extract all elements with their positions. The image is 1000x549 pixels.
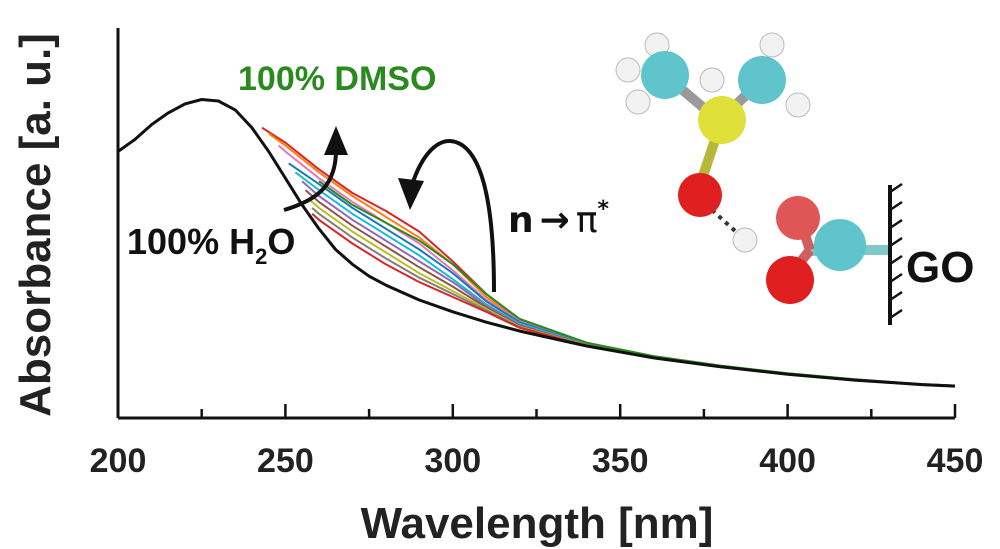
x-tick-label: 400 xyxy=(759,442,816,480)
spectrum-series-0 xyxy=(117,98,956,388)
trend-arrow xyxy=(283,149,338,212)
x-axis-title: Wavelength [nm] xyxy=(361,499,714,548)
x-tick-label: 250 xyxy=(257,442,314,480)
transition-label: n → π* xyxy=(508,197,610,241)
water-label-subscript: 2 xyxy=(255,244,267,269)
x-ticks: 200 250 300 350 400 450 xyxy=(90,404,984,480)
x-tick-label: 300 xyxy=(424,442,481,480)
trend-arrowhead xyxy=(324,126,348,155)
go-label: GO xyxy=(906,243,974,292)
spectrum-series-6 xyxy=(301,180,956,388)
transition-arrow: → xyxy=(540,200,570,241)
water-label: 100% H2O xyxy=(127,221,295,269)
loop-arrow xyxy=(410,139,496,293)
x-tick-label: 450 xyxy=(927,442,984,480)
spectrum-series-7 xyxy=(304,189,956,388)
dmso-label: 100% DMSO xyxy=(238,60,436,98)
water-label-suffix: O xyxy=(267,221,295,262)
transition-pi: π xyxy=(576,200,598,241)
loop-arrowhead xyxy=(398,178,424,210)
x-tick-label: 200 xyxy=(90,442,147,480)
x-tick-label: 350 xyxy=(592,442,649,480)
y-axis-title: Absorbance [a. u.] xyxy=(11,33,60,417)
spectra-curves xyxy=(117,98,956,388)
water-label-prefix: 100% H xyxy=(127,221,255,262)
transition-n: n xyxy=(508,200,534,241)
transition-star: * xyxy=(598,197,610,222)
dmso-go-molecule-illustration xyxy=(615,32,903,325)
